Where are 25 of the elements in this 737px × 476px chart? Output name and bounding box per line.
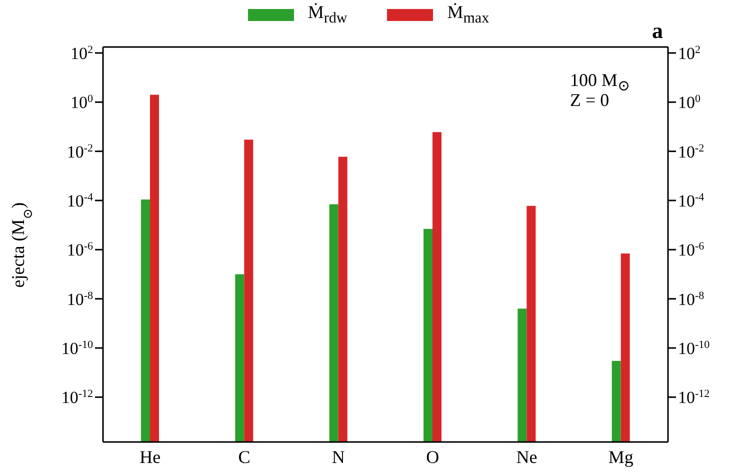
y-tick-label: 10$^{-8}$ (678, 290, 705, 309)
text: 10$^{-8}$ (66, 290, 93, 309)
text: 10$^{0}$ (70, 93, 93, 112)
y-tick-label: 10$^{-12}$ (678, 388, 710, 408)
x-tick-label: O (426, 446, 440, 467)
legend-label: Ṁ$_{max}$ (447, 2, 490, 28)
y-tick-label: 10$^{2}$ (678, 44, 700, 63)
x-tick-label: Ne (516, 446, 538, 467)
text: a (652, 18, 663, 44)
y-tick-label: 10$^{-10}$ (678, 338, 710, 358)
text: 10$^{-4}$ (66, 191, 93, 210)
text: 10$^{-12}$ (61, 388, 93, 408)
text: 10$^{-10}$ (61, 338, 93, 358)
y-tick-label: 10$^{-4}$ (678, 191, 705, 210)
legend-label: Ṁ$_{rdw}$ (308, 2, 348, 28)
x-tick-label: N (332, 446, 345, 467)
text: 10$^{2}$ (70, 44, 93, 63)
y-tick-label: 10$^{-2}$ (678, 142, 704, 162)
y-tick-label: 10$^{-6}$ (678, 240, 705, 260)
x-tick-label: Mg (608, 446, 634, 467)
x-tick-label: C (238, 446, 250, 467)
text: 10$^{-2}$ (66, 142, 93, 162)
y-tick-label: 10$^{0}$ (678, 93, 701, 112)
x-tick-label: He (140, 446, 161, 467)
text: 10$^{-6}$ (66, 240, 93, 260)
